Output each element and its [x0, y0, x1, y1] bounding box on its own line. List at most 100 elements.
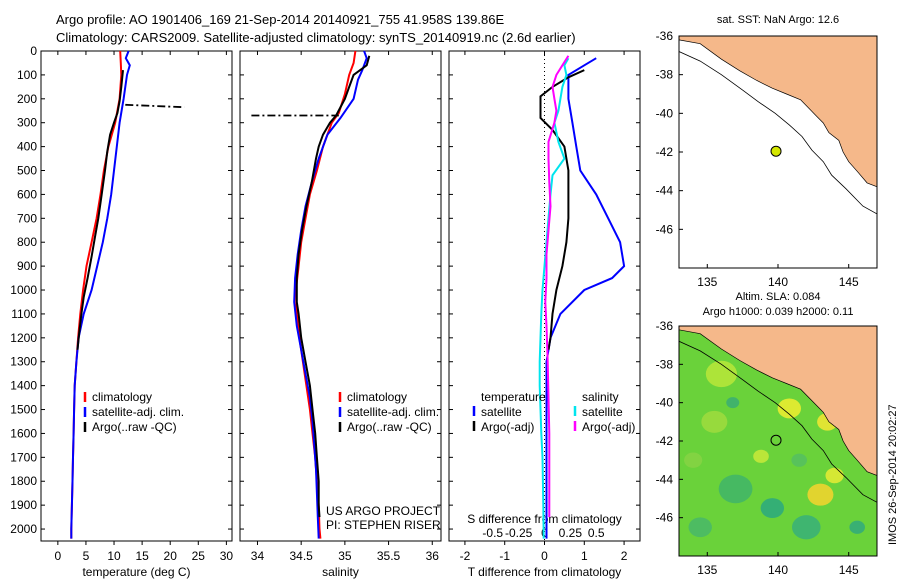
x-tick-label: 2 [621, 549, 628, 563]
salinity-panel: 34 34.5 35 35.5 36 salinity climatologysatelli… [239, 50, 442, 579]
sla-map-panel: -36 -38 -40 -42 -44 -46 135 140 145 Altim. SLA: 0… [656, 291, 878, 577]
x-tick-label: 20 [164, 549, 178, 563]
y-tick-label: -38 [656, 357, 674, 371]
sla-blob [726, 397, 740, 409]
y-tick-label: 900 [17, 259, 37, 273]
y-tick-label: 1400 [10, 379, 37, 393]
y-tick-label: 700 [17, 211, 37, 225]
sla-blob [684, 452, 703, 468]
series-line [76, 69, 124, 350]
x-tick-label: -2 [460, 549, 471, 563]
x-tick-label: 0 [541, 549, 548, 563]
y-tick-label: -42 [656, 145, 674, 159]
s-tick-label: 0.25 [559, 526, 583, 540]
y-tick-label: 0 [30, 44, 37, 58]
x-tick-label: 0 [55, 549, 62, 563]
y-tick-label: -44 [656, 472, 674, 486]
x-tick-label: 30 [220, 549, 234, 563]
y-tick-label: 1000 [10, 283, 37, 297]
legend-entry: climatology [347, 390, 407, 404]
y-tick-label: 800 [17, 235, 37, 249]
y-tick-label: 500 [17, 164, 37, 178]
sla-blob [760, 498, 785, 518]
series-line [125, 103, 185, 109]
argo-float-marker [770, 434, 782, 446]
chart-title: Argo profile: AO 1901406_169 21-Sep-2014… [56, 12, 505, 27]
x-tick-label: 35 [338, 549, 352, 563]
sla-blob [791, 515, 821, 540]
series-line [294, 50, 357, 539]
legend-entry: Argo(..raw -QC) [347, 420, 432, 434]
y-tick-label: 1600 [10, 426, 37, 440]
y-tick-label: -44 [656, 184, 674, 198]
y-tick-label: 1500 [10, 403, 37, 417]
y-tick-label: 1900 [10, 498, 37, 512]
x-tick-label: 145 [839, 275, 859, 289]
legend-entry: satellite [582, 405, 623, 419]
y-tick-label: 2000 [10, 522, 37, 536]
series-line [293, 50, 368, 539]
series-line [295, 55, 371, 518]
x-tick-label: 140 [768, 275, 788, 289]
y-tick-label: 100 [17, 68, 37, 82]
series-line [539, 69, 585, 350]
sst-map-panel: -36 -38 -40 -42 -44 -46 135 140 145 sat. SST: NaN… [656, 14, 878, 289]
x-tick-label: -1 [499, 549, 510, 563]
y-tick-label: -36 [656, 29, 674, 43]
x-tick-label: 10 [107, 549, 121, 563]
series-line [538, 57, 570, 539]
map-title: Altim. SLA: 0.084 [736, 291, 821, 303]
y-tick-label: -40 [656, 106, 674, 120]
sla-blob [701, 410, 728, 433]
x-tick-label: 1 [581, 549, 588, 563]
legend-entry: satellite-adj. clim. [347, 405, 439, 419]
y-tick-label: 1200 [10, 331, 37, 345]
series-line [545, 57, 626, 539]
sla-blob [825, 467, 844, 484]
map-title: sat. SST: NaN Argo: 12.6 [717, 14, 839, 26]
shelf-contour [679, 51, 877, 215]
timestamp-stamp: IMOS 26-Sep-2014 20:02:27 [887, 404, 899, 545]
x-tick-label: 36 [426, 549, 440, 563]
y-tick-label: 600 [17, 187, 37, 201]
y-tick-label: 1700 [10, 450, 37, 464]
legend-entry: satellite [481, 405, 522, 419]
map-content [679, 326, 877, 556]
y-tick-label: 1300 [10, 355, 37, 369]
land [679, 36, 877, 188]
sla-blob [777, 398, 802, 419]
x-tick-label: 34 [251, 549, 265, 563]
s-tick-label: -0.25 [505, 526, 533, 540]
legend-entry: Argo(-adj) [481, 420, 534, 434]
land [679, 326, 877, 476]
s-tick-label: 0 [541, 526, 548, 540]
plot-frame [40, 50, 233, 542]
y-tick-label: -42 [656, 434, 674, 448]
map-subtitle: Argo h1000: 0.039 h2000: 0.11 [703, 306, 854, 318]
sla-blob [705, 360, 738, 388]
legend-entry: climatology [92, 390, 152, 404]
y-tick-label: -46 [656, 511, 674, 525]
x-axis-label: temperature (deg C) [82, 565, 190, 579]
s-tick-label: -0.5 [482, 526, 503, 540]
legend-entry: Argo(..raw -QC) [92, 420, 177, 434]
x-tick-label: 135 [697, 275, 717, 289]
legend-title: salinity [582, 390, 619, 404]
y-tick-label: 1800 [10, 474, 37, 488]
legend-title: temperature [481, 390, 546, 404]
x-axis-label: T difference from climatology [468, 565, 622, 579]
y-tick-label: 300 [17, 116, 37, 130]
sla-blob [791, 453, 808, 467]
y-tick-label: 1100 [11, 307, 37, 321]
legend-entry: Argo(-adj) [582, 420, 635, 434]
x-tick-label: 140 [768, 563, 788, 577]
sla-blob [688, 517, 712, 538]
temperature-panel: 0100200300400500600700800900100011001200… [10, 44, 233, 579]
x-axis-label: salinity [322, 565, 359, 579]
x-tick-label: 35.5 [377, 549, 401, 563]
s-tick-label: 0.5 [588, 526, 605, 540]
difference-panel: -2 -1 0 1 2 -0.5 -0.25 0 0.25 0.5S difference fro… [448, 50, 641, 579]
annotation-text: PI: STEPHEN RISER [326, 518, 441, 532]
series-line [544, 55, 570, 518]
